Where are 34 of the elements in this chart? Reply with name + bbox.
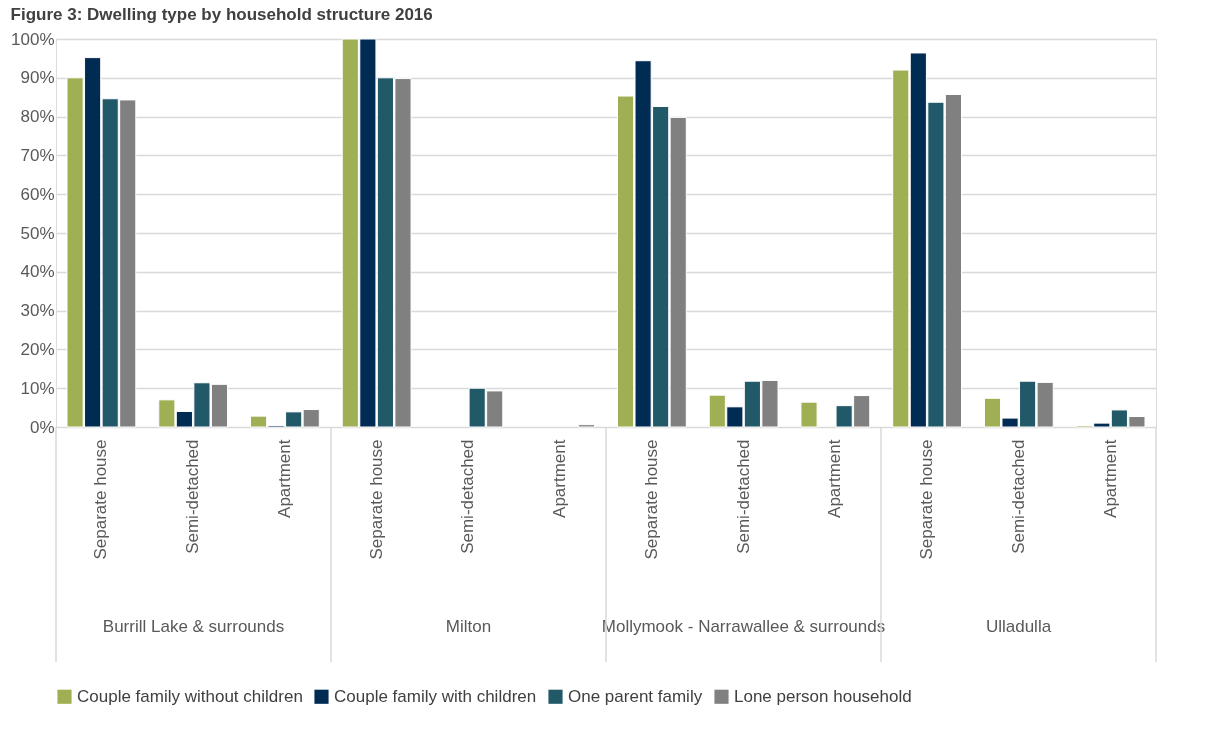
x-tick-label: Semi-detached [183, 439, 203, 554]
x-tick-label: Apartment [825, 439, 845, 518]
y-tick-label: 100% [11, 29, 55, 49]
y-tick-label: 10% [20, 378, 55, 398]
x-tick-label: Semi-detached [1008, 439, 1028, 554]
x-tick-label: Apartment [274, 439, 294, 518]
chart-title: Figure 3: Dwelling type by household structure 2016 [10, 5, 433, 24]
text: Burrill Lake & surrounds [102, 617, 285, 636]
x-tick-label: Semi-detached [733, 439, 753, 554]
y-tick-label: 40% [20, 262, 55, 282]
text: Mollymook - Narrawallee & surrounds [601, 617, 886, 636]
bar [577, 424, 596, 428]
x-tick-label: Separate house [366, 439, 386, 560]
y-tick-label: 90% [20, 68, 55, 88]
legend-label: Couple family with children [334, 686, 537, 706]
bar [800, 401, 818, 428]
x-tick-label: Apartment [550, 439, 570, 518]
x-tick-label: Separate house [917, 439, 937, 560]
y-tick-label: 60% [20, 184, 55, 204]
text: Milton [445, 617, 492, 636]
text: Ulladulla [985, 617, 1052, 636]
legend-label: Couple family without children [77, 686, 303, 706]
x-tick-label: Separate house [91, 439, 111, 560]
y-tick-label: 20% [20, 339, 55, 359]
y-tick-label: 50% [20, 223, 55, 243]
y-tick-label: 30% [20, 301, 55, 321]
x-tick-label: Semi-detached [458, 439, 478, 554]
y-tick-label: 80% [20, 107, 55, 127]
legend-label: One parent family [568, 686, 703, 706]
y-tick-label: 70% [20, 145, 55, 165]
y-tick-label: 0% [29, 417, 55, 437]
x-tick-label: Separate house [641, 439, 661, 560]
x-tick-label: Apartment [1100, 439, 1120, 518]
legend-label: Lone person household [734, 686, 912, 706]
